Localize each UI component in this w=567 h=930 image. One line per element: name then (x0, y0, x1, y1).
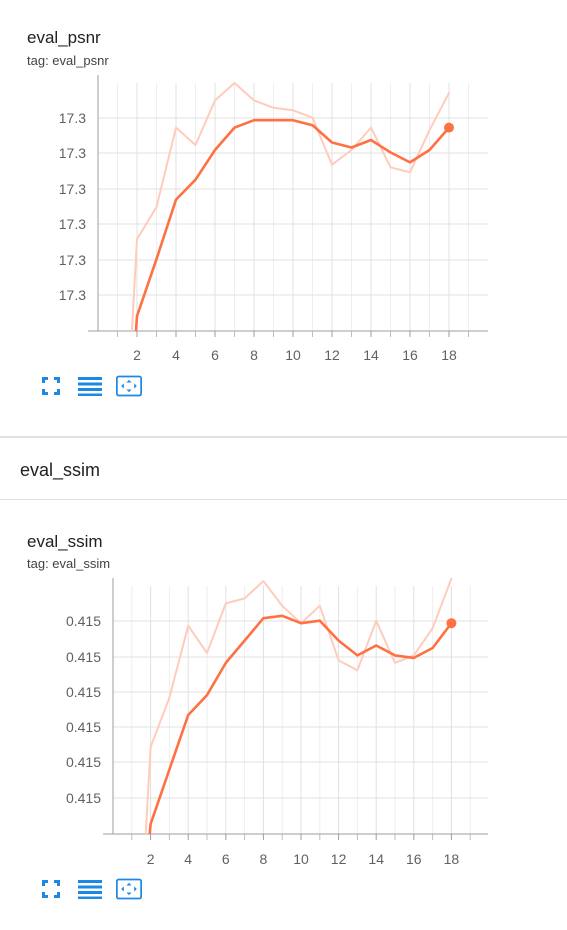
expand-icon (42, 377, 60, 395)
y-tick-label: 0.415 (66, 754, 101, 770)
section-divider-bottom (0, 499, 567, 500)
toggle-data-table-button[interactable] (77, 373, 103, 399)
y-tick-label: 0.415 (66, 719, 101, 735)
x-tick-label: 6 (222, 851, 230, 867)
x-tick-label: 6 (211, 347, 219, 363)
chart-title: eval_ssim (27, 532, 103, 551)
expand-button[interactable] (38, 876, 64, 902)
smoothed-series-line (134, 118, 451, 331)
x-tick-label: 10 (285, 347, 301, 363)
chart-toolbar (38, 876, 155, 902)
chart-tag: tag: eval_psnr (27, 53, 109, 68)
y-tick-label: 0.415 (66, 790, 101, 806)
x-tick-label: 2 (133, 347, 141, 363)
section-title: eval_ssim (20, 460, 101, 480)
grid (98, 83, 488, 331)
x-tick-label: 2 (147, 851, 155, 867)
fit-domain-icon (116, 878, 142, 900)
chart-toolbar (38, 373, 155, 399)
x-tick-label: 14 (363, 347, 379, 363)
smoothed-series-line (148, 614, 453, 834)
x-tick-label: 14 (368, 851, 384, 867)
y-tick-label: 17.3 (59, 181, 86, 197)
y-tick-label: 0.415 (66, 684, 101, 700)
raw-series-line (144, 578, 453, 834)
last-point-marker (446, 618, 457, 629)
x-tick-label: 4 (184, 851, 192, 867)
grid (113, 586, 488, 834)
x-tick-label: 8 (250, 347, 258, 363)
x-tick-label: 8 (260, 851, 268, 867)
fit-domain-icon (116, 375, 142, 397)
y-tick-label: 0.415 (66, 649, 101, 665)
y-tick-label: 0.415 (66, 613, 101, 629)
fit-domain-button[interactable] (116, 373, 142, 399)
chart-card-eval-ssim: eval_ssim tag: eval_ssim 0.415 0.415 0.415… (0, 500, 567, 920)
x-tick-label: 12 (331, 851, 347, 867)
y-tick-label: 17.3 (59, 110, 86, 126)
expand-icon (42, 880, 60, 898)
last-point-marker (444, 122, 454, 133)
x-tick-label: 18 (444, 851, 460, 867)
data-table-icon (78, 880, 102, 899)
toggle-data-table-button[interactable] (77, 876, 103, 902)
chart-card-eval-psnr: eval_psnr tag: eval_psnr 17.3 17.3 17.3 17.… (0, 0, 567, 420)
y-tick-label: 17.3 (59, 252, 86, 268)
y-tick-label: 17.3 (59, 216, 86, 232)
expand-button[interactable] (38, 373, 64, 399)
data-table-icon (78, 377, 102, 396)
x-tick-label: 4 (172, 347, 180, 363)
line-chart-eval-ssim[interactable]: 0.415 0.415 0.415 0.415 0.415 0.415 2 4 6 8 10 12 14… (0, 573, 567, 873)
x-tick-label: 16 (406, 851, 422, 867)
raw-series-line (130, 82, 450, 331)
x-tick-label: 18 (441, 347, 457, 363)
line-chart-eval-psnr[interactable]: 17.3 17.3 17.3 17.3 17.3 17.3 2 4 6 8 10 12 14 16 18 (0, 70, 567, 370)
x-tick-label: 10 (293, 851, 309, 867)
chart-title: eval_psnr (27, 28, 101, 47)
y-tick-label: 17.3 (59, 287, 86, 303)
chart-tag: tag: eval_ssim (27, 556, 111, 571)
section-divider-top (0, 436, 567, 438)
x-tick-label: 12 (324, 347, 340, 363)
fit-domain-button[interactable] (116, 876, 142, 902)
y-tick-label: 17.3 (59, 145, 86, 161)
x-tick-label: 16 (402, 347, 418, 363)
